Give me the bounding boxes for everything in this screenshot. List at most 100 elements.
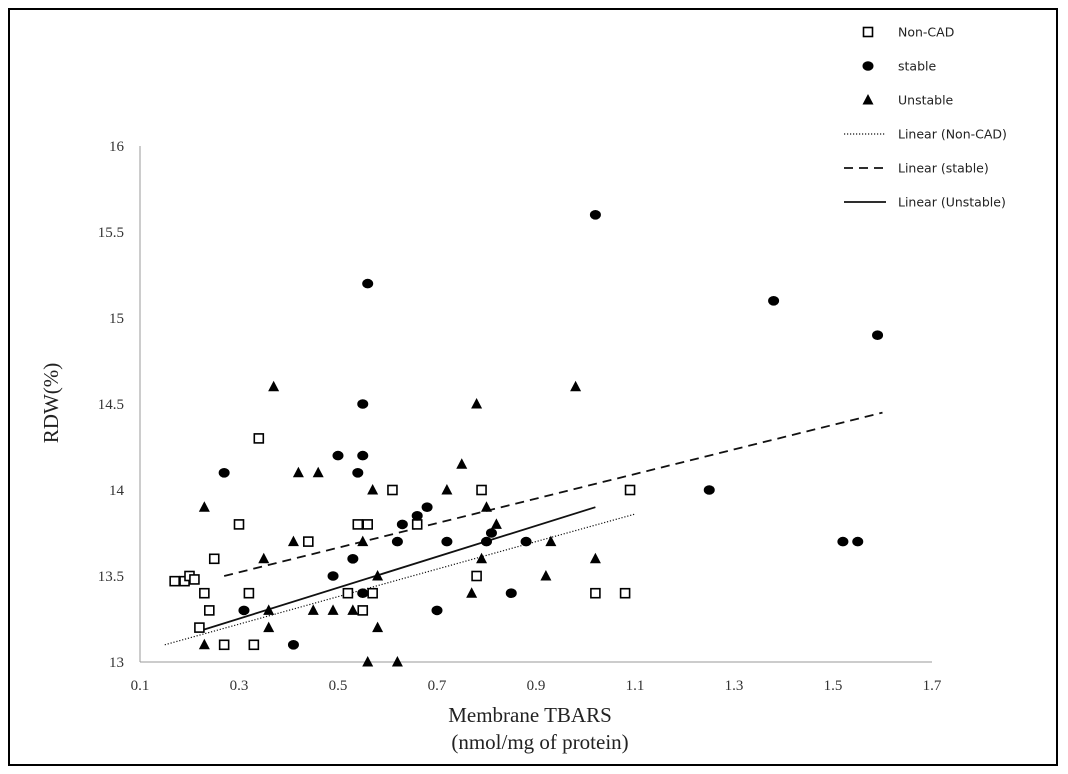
trendline	[199, 506, 596, 632]
data-point	[287, 640, 299, 650]
tick-labels: 13 13.5 14 14.5 15 15.5 16 0.1 0.3 0.5 0.7 0.9 1.1 1.…	[98, 139, 942, 694]
x-tick-label: 0.9	[527, 678, 546, 694]
data-point	[352, 519, 364, 530]
legend-label: Unstable	[898, 93, 954, 108]
data-point	[391, 536, 403, 547]
y-tick-label: 13	[109, 655, 124, 671]
data-point	[421, 502, 433, 512]
legend: Non-CAD stable Unstable Linear (Non-CAD) Lin…	[844, 25, 1007, 210]
legend-label: Non-CAD	[898, 25, 954, 40]
data-point	[590, 587, 601, 599]
data-point	[441, 484, 453, 495]
y-tick-label: 15.5	[98, 225, 124, 241]
data-point	[362, 519, 374, 530]
data-point	[589, 210, 601, 220]
data-point	[307, 604, 319, 615]
data-point	[357, 535, 369, 547]
data-point	[347, 554, 359, 564]
data-point	[292, 466, 304, 478]
data-point	[204, 605, 215, 616]
data-point	[441, 536, 453, 547]
data-point	[362, 656, 374, 667]
data-point	[218, 639, 230, 651]
legend-marker	[862, 94, 874, 105]
data-point	[263, 604, 275, 615]
data-point	[352, 468, 364, 478]
x-tick-label: 0.3	[230, 678, 249, 694]
data-point	[258, 552, 270, 564]
y-axis-title: RDW(%)	[39, 363, 63, 443]
data-point	[624, 484, 636, 496]
data-point	[312, 466, 324, 478]
data-point	[372, 621, 384, 633]
data-point	[327, 571, 339, 581]
data-point	[476, 552, 488, 564]
data-point	[768, 296, 780, 306]
y-tick-label: 16	[109, 139, 125, 155]
data-point	[411, 519, 423, 530]
data-point	[570, 380, 582, 392]
legend-label: Linear (Unstable)	[898, 195, 1006, 210]
data-point	[189, 574, 200, 585]
data-points	[169, 210, 884, 667]
data-point	[198, 638, 210, 650]
data-point	[199, 587, 210, 599]
data-point	[411, 511, 423, 521]
data-point	[332, 450, 344, 461]
data-point	[545, 535, 557, 547]
data-point	[302, 536, 314, 547]
data-point	[357, 399, 369, 409]
axes	[139, 146, 932, 663]
legend-label: stable	[898, 59, 936, 74]
data-point	[268, 380, 280, 392]
data-point	[485, 528, 497, 538]
data-point	[263, 621, 275, 633]
data-point	[362, 278, 374, 289]
data-point	[396, 519, 408, 530]
x-tick-label: 1.1	[626, 678, 645, 694]
x-tick-label: 1.7	[923, 678, 942, 694]
y-tick-label: 15	[109, 311, 124, 327]
data-point	[471, 570, 482, 582]
data-point	[327, 604, 339, 615]
data-point	[589, 552, 601, 564]
legend-marker	[862, 26, 874, 38]
data-point	[619, 587, 631, 599]
data-point	[357, 450, 369, 461]
data-point	[540, 570, 552, 581]
legend-marker	[862, 61, 874, 71]
x-tick-label: 1.3	[725, 678, 744, 694]
data-point	[287, 535, 299, 547]
data-point	[194, 622, 205, 633]
legend-label: Linear (Non-CAD)	[898, 127, 1007, 142]
data-point	[387, 484, 398, 496]
x-tick-label: 0.1	[131, 678, 150, 694]
data-point	[505, 588, 517, 598]
data-point	[233, 519, 245, 530]
x-axis-subtitle: (nmol/mg of protein)	[451, 730, 628, 754]
data-point	[431, 605, 443, 616]
data-point	[481, 536, 492, 547]
data-point	[456, 458, 468, 469]
data-point	[872, 330, 884, 341]
trendline	[223, 411, 883, 577]
x-tick-label: 1.5	[824, 678, 843, 694]
data-point	[490, 518, 502, 529]
data-point	[367, 587, 378, 599]
data-point	[253, 433, 265, 444]
data-point	[481, 501, 492, 512]
trendlines	[164, 411, 883, 646]
data-point	[703, 485, 715, 495]
data-point	[218, 468, 230, 478]
x-axis-title: Membrane TBARS	[448, 703, 612, 727]
data-point	[243, 587, 255, 599]
data-point	[367, 484, 379, 495]
data-point	[357, 605, 369, 616]
data-point	[342, 587, 354, 599]
x-tick-label: 0.5	[329, 678, 348, 694]
data-point	[520, 536, 532, 547]
data-point	[198, 501, 210, 512]
data-point	[372, 570, 384, 581]
data-point	[357, 588, 369, 598]
